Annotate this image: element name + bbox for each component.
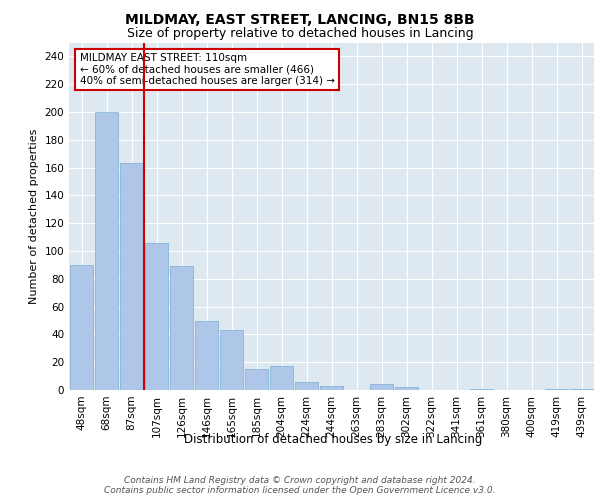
Bar: [220, 330, 243, 390]
Text: MILDMAY EAST STREET: 110sqm
← 60% of detached houses are smaller (466)
40% of se: MILDMAY EAST STREET: 110sqm ← 60% of det…: [79, 53, 335, 86]
Bar: [320, 386, 343, 390]
Bar: [245, 369, 268, 390]
Bar: [370, 384, 393, 390]
Bar: [120, 164, 143, 390]
Text: Distribution of detached houses by size in Lancing: Distribution of detached houses by size …: [184, 432, 482, 446]
Text: Size of property relative to detached houses in Lancing: Size of property relative to detached ho…: [127, 28, 473, 40]
Text: MILDMAY, EAST STREET, LANCING, BN15 8BB: MILDMAY, EAST STREET, LANCING, BN15 8BB: [125, 12, 475, 26]
Bar: [570, 388, 593, 390]
Bar: [145, 242, 168, 390]
Bar: [70, 265, 93, 390]
Bar: [295, 382, 318, 390]
Bar: [95, 112, 118, 390]
Text: Contains HM Land Registry data © Crown copyright and database right 2024.
Contai: Contains HM Land Registry data © Crown c…: [104, 476, 496, 495]
Bar: [545, 388, 568, 390]
Bar: [470, 388, 493, 390]
Y-axis label: Number of detached properties: Number of detached properties: [29, 128, 39, 304]
Bar: [270, 366, 293, 390]
Bar: [170, 266, 193, 390]
Bar: [395, 387, 418, 390]
Bar: [195, 320, 218, 390]
